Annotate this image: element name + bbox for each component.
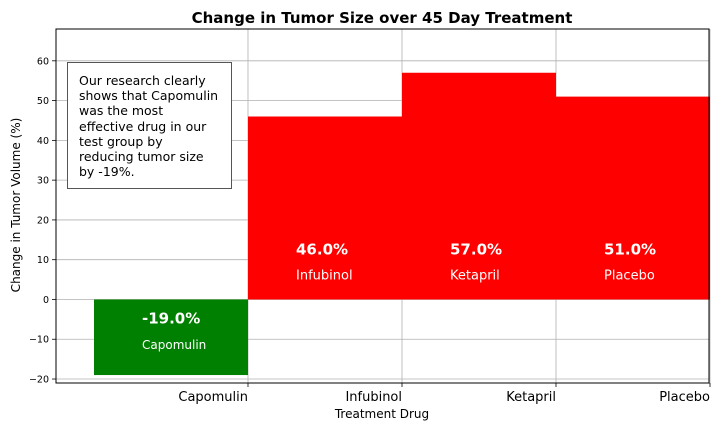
y-tick-label: 20 [37, 215, 49, 226]
chart-title: Change in Tumor Size over 45 Day Treatme… [192, 9, 573, 27]
data-label-value: 51.0% [604, 241, 656, 259]
y-axis-label: Change in Tumor Volume (%) [9, 118, 23, 293]
y-tick-label: −10 [29, 335, 49, 346]
y-tick-label: 40 [37, 136, 49, 147]
annotation-text: Our research clearly shows that Capomuli… [79, 73, 219, 180]
x-tick-label: Placebo [659, 390, 710, 405]
bar-capomulin [94, 299, 248, 376]
data-label-value: 46.0% [296, 241, 348, 259]
axes: −20 −10 0 10 20 30 40 50 60 Capomulin Infubinol Ket… [29, 28, 711, 405]
data-labels: -19.0% Capomulin 46.0% Infubinol 57.0% Ketapr… [142, 241, 656, 352]
x-tick-label: Infubinol [345, 390, 402, 405]
data-label-value: 57.0% [450, 241, 502, 259]
y-tick-label: 60 [37, 56, 49, 67]
bar-infubinol [248, 116, 402, 300]
data-label-name: Capomulin [142, 338, 206, 352]
data-label-name: Ketapril [450, 269, 500, 284]
bar-ketapril [402, 72, 556, 300]
data-label-name: Infubinol [296, 269, 353, 284]
plot-frame [55, 28, 710, 384]
y-tick-label: 50 [37, 96, 49, 107]
y-tick-label: 30 [37, 176, 49, 187]
y-tick-label: 0 [43, 295, 49, 306]
x-axis-label: Treatment Drug [334, 407, 429, 421]
x-tick-label: Ketapril [506, 390, 556, 405]
x-tick-label: Capomulin [178, 390, 248, 405]
bar-placebo [556, 96, 710, 300]
data-label-name: Placebo [604, 269, 655, 284]
bars [94, 72, 710, 376]
annotation-box: Our research clearly shows that Capomuli… [67, 62, 232, 189]
data-label-value: -19.0% [142, 309, 200, 327]
y-tick-label: 10 [37, 255, 49, 266]
y-tick-label: −20 [29, 375, 49, 386]
